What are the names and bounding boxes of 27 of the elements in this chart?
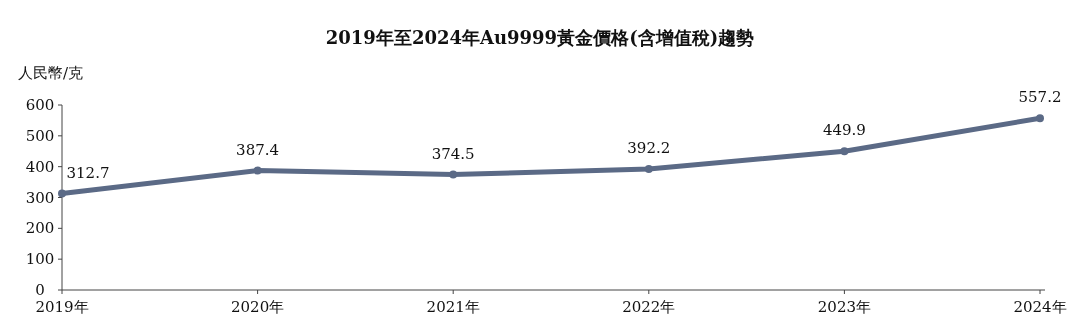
- y-tick-label: 100: [25, 250, 55, 269]
- data-label: 392.2: [627, 139, 671, 158]
- point: [840, 147, 849, 156]
- x-tick-label: 2021年: [426, 298, 480, 316]
- point: [253, 166, 262, 175]
- y-tick-label: 600: [25, 96, 55, 114]
- point: [1036, 114, 1044, 123]
- chart-title: 2019年至2024年Au9999黃金價格(含增值稅)趨勢: [325, 27, 755, 48]
- y-axis-title: 人民幣/克: [18, 64, 84, 82]
- y-tick-label: 0: [35, 281, 45, 299]
- data-label: 449.9: [822, 121, 866, 140]
- point: [58, 189, 66, 198]
- x-tick-label: 2020年: [231, 298, 285, 316]
- data-label: 557.2: [1018, 88, 1062, 107]
- y-tick-label: 500: [25, 126, 55, 145]
- data-label: 374.5: [431, 144, 475, 163]
- y-tick-label: 300: [25, 188, 55, 207]
- x-tick-label: 2023年: [817, 298, 871, 316]
- x-tick-label: 2019年: [35, 298, 89, 316]
- data-label: 312.7: [66, 163, 110, 182]
- point: [644, 165, 653, 174]
- x-tick-label: 2022年: [622, 298, 676, 316]
- data-label: 387.4: [236, 140, 280, 159]
- y-tick-label: 200: [25, 219, 55, 238]
- point: [449, 170, 458, 179]
- x-tick-label: 2024年: [1013, 298, 1067, 316]
- y-tick-label: 400: [25, 157, 55, 176]
